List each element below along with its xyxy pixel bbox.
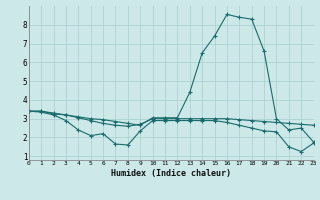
X-axis label: Humidex (Indice chaleur): Humidex (Indice chaleur): [111, 169, 231, 178]
